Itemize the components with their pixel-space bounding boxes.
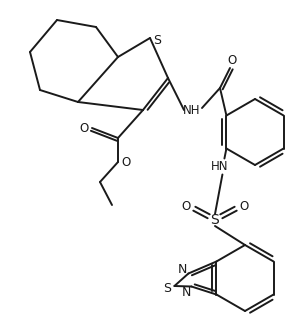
Text: O: O [239, 200, 249, 212]
Text: N: N [178, 263, 187, 276]
Text: S: S [211, 213, 219, 227]
Text: S: S [153, 34, 161, 46]
Text: O: O [121, 155, 131, 169]
Text: S: S [164, 282, 171, 294]
Text: N: N [182, 286, 191, 299]
Text: O: O [181, 200, 191, 212]
Text: O: O [79, 122, 89, 134]
Text: HN: HN [211, 160, 228, 173]
Text: O: O [227, 53, 237, 66]
Text: NH: NH [183, 104, 201, 117]
